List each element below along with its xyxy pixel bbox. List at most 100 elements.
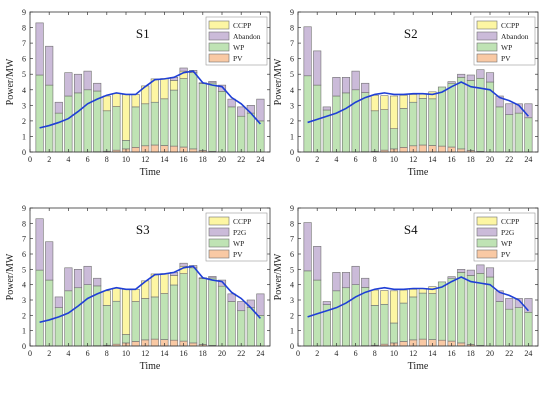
bar-abandon-t4: [332, 77, 341, 97]
x-tick-label: 2: [47, 155, 51, 164]
bar-wp-t21: [227, 106, 236, 153]
bar-wp-t10: [389, 128, 399, 150]
bar-ccpp-t15: [169, 80, 179, 91]
legend-swatch-ccpp: [208, 216, 230, 226]
bar-ccpp-t9: [112, 93, 121, 107]
bar-wp-t9: [380, 303, 389, 345]
y-tick-label: 6: [290, 55, 294, 64]
y-tick-label: 5: [290, 70, 294, 79]
y-tick-label: 9: [290, 8, 294, 17]
x-tick-label: 0: [296, 155, 300, 164]
bar-wp-t1: [35, 269, 44, 347]
axes-frame: [29, 11, 271, 153]
x-axis-label: Time: [408, 167, 429, 178]
bar-abandon-t1: [35, 22, 44, 76]
bar-pv-t15: [437, 339, 447, 347]
bar-p2g-t2: [45, 241, 54, 281]
legend-swatch-abandon: [208, 31, 230, 41]
bar-pv-t11: [131, 147, 140, 153]
y-tick-label: 4: [22, 281, 26, 290]
y-tick-label: 0: [22, 342, 26, 351]
legend-label-ccpp: CCPP: [233, 217, 251, 226]
x-tick-label: 12: [409, 349, 417, 358]
legend-label-wp: WP: [233, 239, 244, 248]
legend-label-wp: WP: [501, 43, 512, 52]
x-axis-label: Time: [140, 361, 161, 372]
x-tick-label: 2: [315, 155, 319, 164]
legend-swatch-p2g: [476, 227, 498, 237]
bar-wp-t4: [332, 290, 341, 347]
bar-abandon-t6: [351, 70, 360, 91]
bar-wp-t11: [131, 106, 140, 148]
bar-wp-t19: [208, 277, 217, 346]
bar-wp-t6: [83, 284, 92, 347]
x-tick-label: 6: [86, 155, 90, 164]
y-tick-label: 1: [22, 327, 26, 336]
bar-ccpp-t8: [102, 95, 111, 112]
x-tick-label: 16: [448, 155, 456, 164]
legend-label-pv: PV: [501, 54, 511, 63]
bar-p2g-t21: [495, 290, 504, 302]
bar-abandon-t21: [227, 98, 236, 108]
y-tick-label: 3: [290, 101, 294, 110]
y-tick-label: 0: [290, 148, 294, 157]
y-tick-label: 8: [22, 24, 26, 33]
bar-wp-t12: [141, 298, 150, 341]
bar-abandon-t16: [179, 67, 188, 72]
y-tick-label: 8: [290, 24, 294, 33]
legend-label-pv: PV: [233, 54, 243, 63]
bar-wp-t14: [160, 293, 169, 340]
bar-wp-t22: [505, 114, 514, 153]
legend-label-abandon: Abandon: [501, 32, 529, 41]
x-tick-label: 24: [524, 155, 532, 164]
bar-wp-t9: [380, 109, 389, 151]
bar-wp-t23: [246, 112, 255, 153]
x-tick-label: 4: [334, 349, 338, 358]
bar-wp-t10: [121, 334, 131, 344]
bar-ccpp-t10: [389, 95, 399, 129]
x-tick-label: 20: [486, 155, 494, 164]
bar-wp-t20: [217, 285, 227, 347]
bar-wp-t17: [457, 77, 466, 150]
bar-p2g-t1: [35, 218, 44, 271]
legend-label-p2g: P2G: [501, 228, 515, 237]
y-tick-label: 2: [22, 117, 26, 126]
bar-abandon-t3: [322, 106, 331, 111]
legend-swatch-wp: [208, 42, 230, 52]
bar-wp-t7: [361, 287, 370, 346]
bar-wp-t17: [189, 72, 198, 150]
bar-wp-t18: [466, 80, 475, 151]
bar-pv-t17: [457, 148, 466, 153]
bar-wp-t4: [332, 95, 341, 153]
bar-p2g-t24: [256, 293, 265, 316]
bar-p2g-t7: [361, 277, 370, 288]
bar-p2g-t19: [208, 276, 217, 279]
bar-wp-t8: [370, 305, 379, 346]
legend-swatch-wp: [208, 238, 230, 248]
axes-frame: [297, 207, 539, 347]
legend-label-pv: PV: [233, 250, 243, 259]
x-tick-label: 6: [354, 349, 358, 358]
load-line: [39, 265, 261, 324]
bar-wp-t1: [303, 270, 312, 347]
bar-p2g-t5: [341, 272, 351, 289]
bar-wp-t16: [447, 82, 456, 148]
y-tick-label: 8: [22, 219, 26, 228]
bar-p2g-t3: [54, 296, 63, 308]
legend-swatch-pv: [208, 53, 230, 63]
y-tick-label: 9: [290, 204, 294, 213]
panel-title: S3: [136, 222, 150, 237]
bar-wp-t15: [169, 89, 179, 147]
bar-wp-t8: [102, 305, 111, 346]
bar-p2g-t20: [485, 267, 495, 278]
load-line: [307, 276, 529, 318]
x-tick-label: 20: [218, 155, 226, 164]
bar-wp-t16: [179, 78, 188, 148]
bar-ccpp-t11: [131, 288, 140, 302]
bar-wp-t18: [466, 275, 475, 345]
y-tick-label: 1: [22, 132, 26, 141]
bar-abandon-t24: [256, 98, 265, 122]
x-tick-label: 14: [428, 155, 436, 164]
bar-wp-t13: [418, 292, 427, 340]
bar-p2g-t16: [447, 276, 456, 279]
